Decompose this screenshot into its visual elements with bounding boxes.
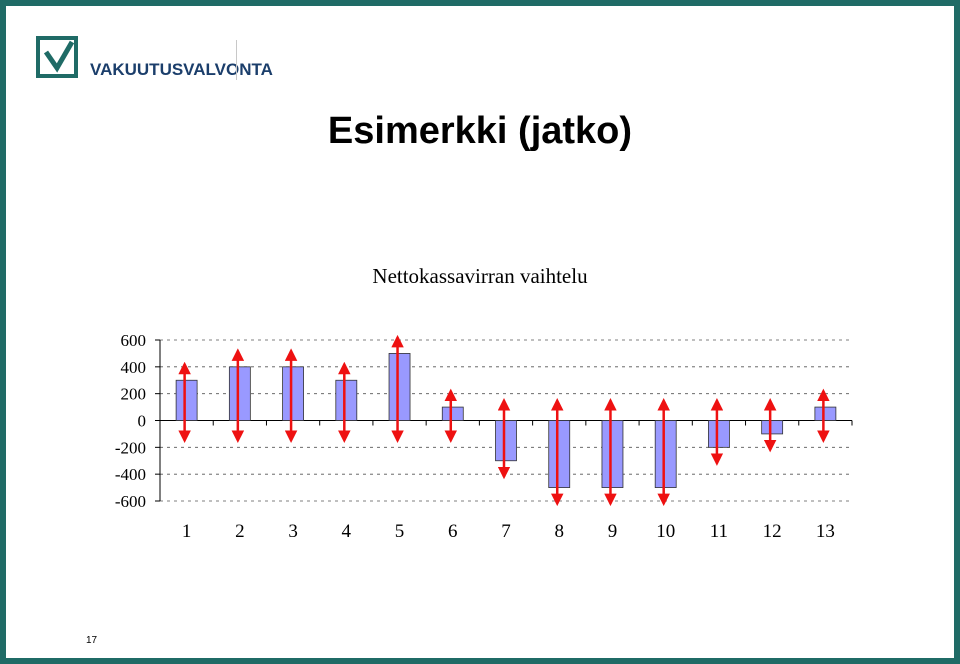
x-tick-label: 1 — [182, 521, 192, 542]
x-tick-label: 10 — [656, 521, 675, 542]
y-tick-label: 400 — [121, 358, 147, 377]
bar — [814, 406, 837, 421]
y-tick-label: 0 — [138, 412, 147, 431]
bar — [175, 379, 198, 421]
chart-title: Nettokassavirran vaihtelu — [372, 264, 588, 288]
y-tick-label: -600 — [115, 492, 146, 511]
x-tick-label: 9 — [608, 521, 618, 542]
x-tick-label: 5 — [395, 521, 405, 542]
bar — [441, 406, 464, 421]
checkmark-box-icon — [36, 36, 78, 78]
x-tick-label: 11 — [710, 521, 728, 542]
y-tick-label: 200 — [121, 385, 147, 404]
x-tick-label: 3 — [288, 521, 298, 542]
brand-name: VAKUUTUSVALVONTA — [90, 60, 273, 79]
x-tick-label: 8 — [554, 521, 564, 542]
y-tick-label: -400 — [115, 465, 146, 484]
bar — [548, 420, 571, 488]
y-tick-label: 600 — [121, 331, 147, 350]
bar — [388, 353, 411, 421]
logo-divider — [236, 40, 237, 80]
bar — [708, 420, 730, 448]
x-tick-label: 6 — [448, 521, 458, 542]
x-tick-label: 4 — [342, 521, 352, 542]
bar — [654, 420, 677, 488]
bar — [601, 420, 624, 488]
y-tick-label: -200 — [115, 438, 146, 457]
x-tick-label: 13 — [816, 521, 835, 542]
bar — [282, 366, 304, 421]
bar — [495, 420, 517, 462]
slide-title: Esimerkki (jatko) — [327, 110, 633, 152]
bar — [228, 366, 251, 421]
page-number: 17 — [86, 635, 98, 646]
x-tick-label: 7 — [501, 521, 511, 542]
bar — [761, 420, 784, 435]
x-tick-label: 2 — [235, 521, 245, 542]
bar — [335, 379, 358, 421]
x-tick-label: 12 — [763, 521, 782, 542]
